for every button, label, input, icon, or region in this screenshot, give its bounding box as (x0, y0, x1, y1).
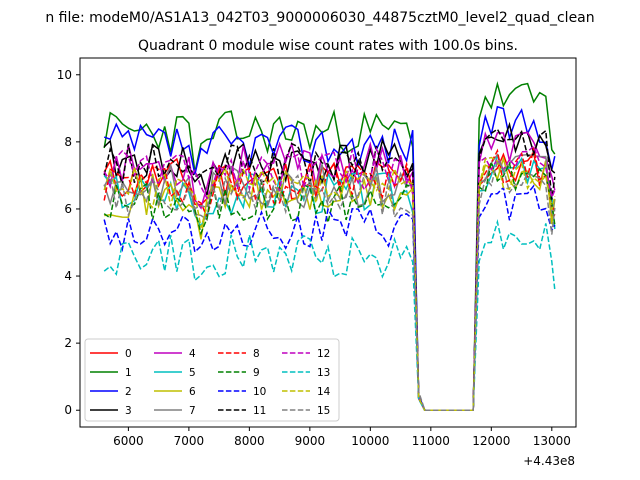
x-tick-label: 13000 (533, 434, 571, 448)
y-tick-label: 10 (57, 68, 72, 82)
legend-label-5: 5 (189, 367, 196, 379)
series-line-14 (103, 156, 556, 411)
legend-box (84, 338, 340, 422)
y-tick-label: 6 (64, 202, 72, 216)
legend-label-4: 4 (189, 348, 196, 360)
legend-label-15: 15 (317, 405, 330, 417)
legend-label-6: 6 (189, 386, 196, 398)
legend-label-14: 14 (317, 386, 331, 398)
y-tick-label: 4 (64, 269, 72, 283)
x-tick-label: 9000 (295, 434, 326, 448)
legend-label-12: 12 (317, 348, 330, 360)
series-line-13 (103, 219, 556, 411)
y-tick-label: 2 (64, 336, 72, 350)
x-tick-label: 7000 (174, 434, 205, 448)
x-tick-label: 6000 (113, 434, 144, 448)
legend-label-9: 9 (253, 367, 260, 379)
y-tick-label: 0 (64, 403, 72, 417)
x-tick-label: 8000 (234, 434, 265, 448)
legend-label-8: 8 (253, 348, 260, 360)
series-line-12 (103, 145, 556, 411)
legend-label-1: 1 (125, 367, 132, 379)
x-tick-label: 11000 (412, 434, 450, 448)
legend-label-3: 3 (125, 405, 132, 417)
series-line-8 (103, 147, 556, 411)
legend-label-11: 11 (253, 405, 266, 417)
plot-area: 6000 7000 8000 9000 10000 11000 12000 13000 0 2 4 6… (57, 57, 577, 448)
series-line-2 (103, 105, 556, 411)
series-line-11 (103, 128, 556, 411)
y-tick-label: 8 (64, 135, 72, 149)
x-offset-label: +4.43e8 (523, 454, 575, 468)
legend-label-13: 13 (317, 367, 330, 379)
figure-suptitle: n file: modeM0/AS1A13_042T03_9000006030_… (45, 10, 594, 26)
legend-label-0: 0 (125, 348, 132, 360)
x-tick-label: 10000 (351, 434, 389, 448)
series-line-1 (103, 81, 556, 411)
series-line-10 (103, 184, 556, 411)
axes-frame (79, 57, 577, 428)
chart-title: Quadrant 0 module wise count rates with … (138, 38, 518, 54)
legend-label-2: 2 (125, 386, 132, 398)
series-line-5 (103, 153, 556, 411)
legend-label-7: 7 (189, 405, 196, 417)
legend-label-10: 10 (253, 386, 266, 398)
x-tick-label: 12000 (472, 434, 510, 448)
series-line-15 (103, 159, 556, 411)
